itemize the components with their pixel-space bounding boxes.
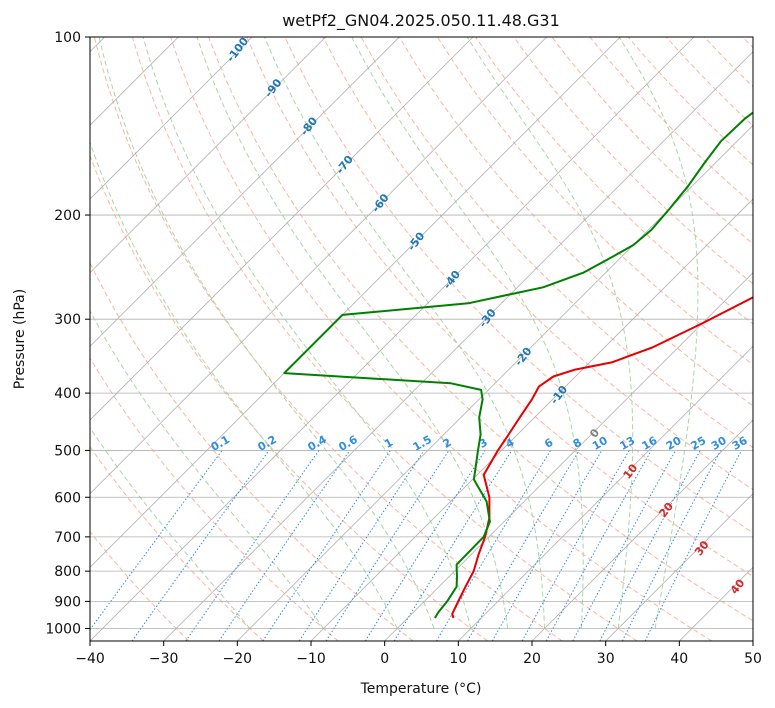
x-tick-label: −40 [75, 651, 105, 667]
chart-title: wetPf2_GN04.2025.050.11.48.G31 [282, 11, 560, 31]
x-tick-label: −30 [149, 651, 179, 667]
isotherm-line [605, 493, 753, 641]
y-tick-label: 900 [54, 594, 81, 610]
y-tick-label: 800 [54, 564, 81, 580]
isotherm-line [90, 37, 474, 421]
dewpoint-profile-line [283, 111, 753, 619]
dry-adiabat-line [513, 37, 753, 285]
y-tick-label: 200 [54, 208, 81, 224]
mixing-ratio-line [621, 450, 722, 641]
dry-adiabat-line [90, 154, 488, 641]
y-tick-label: 100 [54, 30, 81, 46]
mixing-ratio-line [298, 450, 425, 641]
x-tick-label: −20 [223, 651, 253, 667]
moist-adiabat-line [98, 37, 435, 629]
dry-adiabat-line [90, 445, 264, 641]
plot-background [90, 37, 753, 641]
dry-adiabat-line [322, 37, 753, 491]
dry-adiabat-line [90, 357, 339, 641]
isotherm-line [163, 51, 753, 641]
mixing-ratio-line [545, 450, 652, 641]
isotherm-line [384, 272, 753, 641]
mixing-ratio-line [325, 450, 450, 641]
dry-adiabat-line [131, 37, 638, 641]
moist-adiabat-line [351, 37, 584, 629]
moist-adiabat-line [196, 37, 509, 629]
isotherm-line [90, 37, 253, 200]
isotherm-line [90, 37, 547, 495]
moist-adiabat-line [264, 37, 545, 629]
mixing-ratio-line [644, 450, 742, 641]
data-series [283, 111, 753, 619]
mixing-ratio-line [131, 450, 270, 641]
y-tick-label: 500 [54, 443, 81, 459]
mixing-ratio-line [218, 450, 351, 641]
x-tick-label: −10 [296, 651, 326, 667]
dry-adiabat-line [284, 37, 753, 534]
moist-adiabat-line [618, 37, 699, 629]
mixing-ratio-line [521, 450, 630, 641]
isotherm-line [752, 640, 753, 641]
moist-adiabat-line [90, 140, 398, 629]
isotherm-line [237, 124, 753, 641]
isotherm-line [310, 198, 753, 641]
dry-adiabat-line [90, 530, 190, 641]
x-tick-label: 30 [597, 651, 615, 667]
dry-adiabat-line [93, 37, 563, 641]
moist-adiabat-line [142, 37, 472, 629]
dry-adiabat-line [436, 37, 753, 366]
x-axis-title: Temperature (°C) [360, 681, 482, 697]
mixing-ratio-line [262, 450, 391, 641]
background-lines [90, 37, 753, 641]
mixing-ratio-line [393, 450, 513, 641]
y-tick-label: 600 [54, 490, 81, 506]
x-tick-label: 20 [523, 651, 541, 667]
isotherm-line [90, 37, 695, 641]
mixing-ratio-line [364, 450, 486, 641]
isotherm-line [531, 419, 753, 641]
dry-adiabat-line [246, 37, 753, 577]
isotherm-line [90, 37, 400, 347]
y-axis-title: Pressure (hPa) [12, 289, 28, 389]
temperature-profile-line [451, 296, 753, 619]
mixing-ratio-line [185, 450, 320, 641]
mixing-ratio-line [572, 450, 676, 641]
isotherm-line [90, 37, 326, 274]
moist-adiabat-line [90, 310, 324, 629]
dry-adiabat-line [170, 37, 712, 641]
plot-frame [89, 36, 754, 642]
dry-adiabat-line [360, 37, 753, 449]
y-tick-label: 400 [54, 386, 81, 402]
y-tick-label: 1000 [45, 622, 81, 638]
y-tick-label: 700 [54, 530, 81, 546]
x-tick-label: 10 [449, 651, 467, 667]
x-tick-label: 50 [744, 651, 762, 667]
mixing-ratio-line [435, 450, 552, 641]
isotherm-line [458, 345, 753, 641]
mixing-ratio-line [599, 450, 701, 641]
x-tick-label: 40 [670, 651, 688, 667]
x-tick-label: 0 [380, 651, 389, 667]
axis-ticks: −40 −30 −20 −10 0 10 20 30 40 50 100 200 300 400 500 60… [45, 30, 762, 667]
moist-adiabat-line [466, 37, 634, 629]
mixing-ratio-line [90, 450, 223, 631]
y-tick-label: 300 [54, 312, 81, 328]
dry-adiabat-line [208, 37, 753, 622]
